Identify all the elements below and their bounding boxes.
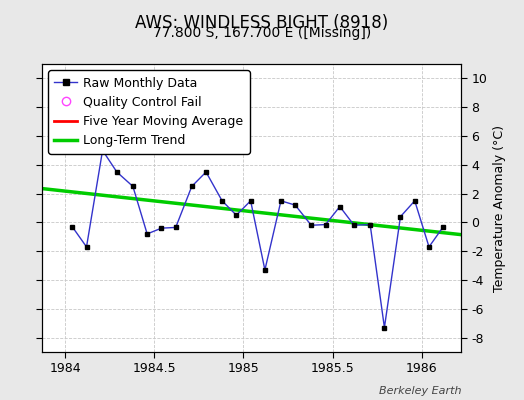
Text: Berkeley Earth: Berkeley Earth	[379, 386, 461, 396]
Y-axis label: Temperature Anomaly (°C): Temperature Anomaly (°C)	[493, 124, 506, 292]
Text: 77.800 S, 167.700 E ([Missing]): 77.800 S, 167.700 E ([Missing])	[153, 26, 371, 40]
Text: AWS: WINDLESS BIGHT (8918): AWS: WINDLESS BIGHT (8918)	[135, 14, 389, 32]
Legend: Raw Monthly Data, Quality Control Fail, Five Year Moving Average, Long-Term Tren: Raw Monthly Data, Quality Control Fail, …	[48, 70, 249, 154]
